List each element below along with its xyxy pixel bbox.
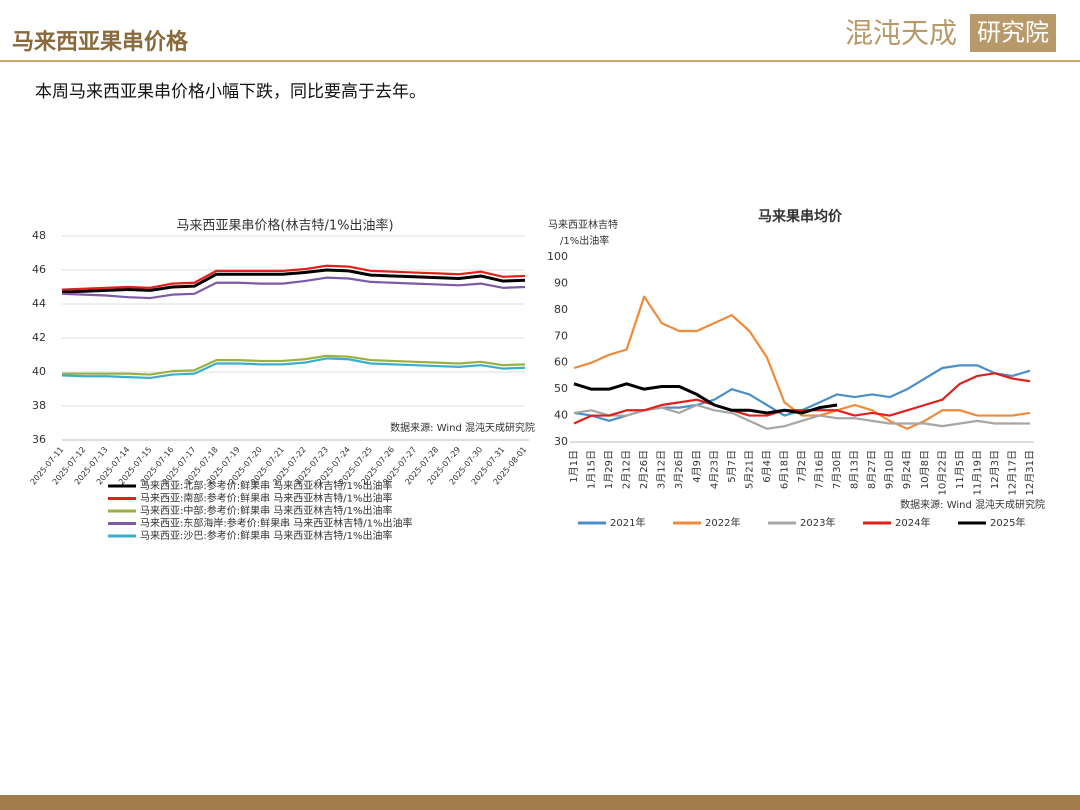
x-tick-label: 9月10日 xyxy=(884,450,896,489)
x-tick-label: 5月7日 xyxy=(726,450,738,483)
x-tick-label: 12月17日 xyxy=(1006,450,1018,495)
y-tick-label: 42 xyxy=(32,331,46,344)
series-line xyxy=(61,268,526,294)
legend-label: 马来西亚:北部:参考价:鲜果串 马来西亚林吉特/1%出油率 xyxy=(140,479,393,492)
x-tick-label: 4月23日 xyxy=(708,450,720,489)
y-tick-label: 44 xyxy=(32,297,46,310)
legend-label: 2023年 xyxy=(800,516,835,529)
x-tick-label: 3月26日 xyxy=(673,450,685,489)
x-tick-label: 10月22日 xyxy=(936,450,948,495)
x-tick-label: 8月27日 xyxy=(866,450,878,489)
x-tick-label: 2月26日 xyxy=(638,450,650,489)
x-tick-label: 8月13日 xyxy=(849,450,861,489)
series-line xyxy=(61,276,526,300)
chart-title: 马来西亚果串价格(林吉特/1%出油率) xyxy=(176,218,393,234)
x-tick-label: 9月24日 xyxy=(901,450,913,489)
chart-title: 马来果串均价 xyxy=(758,208,843,225)
x-tick-label: 12月31日 xyxy=(1024,450,1036,495)
x-tick-label: 11月19日 xyxy=(971,450,983,495)
legend-label: 2022年 xyxy=(705,516,740,529)
logo-text: 混沌天成 xyxy=(845,17,957,50)
y-tick-label: 90 xyxy=(554,276,568,289)
y-tick-label: 100 xyxy=(547,250,568,263)
x-tick-label: 10月8日 xyxy=(919,450,931,489)
x-tick-label: 6月4日 xyxy=(761,450,773,483)
series-line xyxy=(573,403,1030,430)
legend-label: 马来西亚:沙巴:参考价:鲜果串 马来西亚林吉特/1%出油率 xyxy=(140,529,393,542)
x-tick-label: 7月16日 xyxy=(814,450,826,489)
x-tick-label: 1月15日 xyxy=(586,450,598,489)
legend-label: 马来西亚:中部:参考价:鲜果串 马来西亚林吉特/1%出油率 xyxy=(140,504,393,517)
y-axis-label: 马来西亚林吉特 xyxy=(548,218,618,231)
x-tick-label: 11月5日 xyxy=(954,450,966,489)
y-tick-label: 38 xyxy=(32,399,46,412)
legend-label: 马来西亚:东部海岸:参考价:鲜果串 马来西亚林吉特/1%出油率 xyxy=(140,517,413,530)
series-line xyxy=(573,295,1031,430)
y-tick-label: 36 xyxy=(32,433,46,446)
y-tick-label: 40 xyxy=(554,409,568,422)
slide-title: 马来西亚果串价格 xyxy=(12,29,189,55)
series-line xyxy=(61,264,526,291)
summary: 本周马来西亚果串价格小幅下跌，同比要高于去年。 xyxy=(35,82,426,102)
y-tick-label: 70 xyxy=(554,329,568,342)
series-line xyxy=(573,382,838,415)
y-tick-label: 80 xyxy=(554,303,568,316)
series-line xyxy=(573,372,1031,425)
y-tick-label: 46 xyxy=(32,263,46,276)
series-line xyxy=(62,354,526,376)
x-tick-label: 7月30日 xyxy=(831,450,843,489)
logo-text: 研究院 xyxy=(977,19,1049,47)
source-note: 数据来源: Wind 混沌天成研究院 xyxy=(390,421,535,434)
logo-box xyxy=(970,14,1056,52)
x-tick-label: 3月12日 xyxy=(656,450,668,489)
x-tick-label: 7月2日 xyxy=(796,450,808,483)
y-tick-label: 60 xyxy=(554,356,568,369)
y-tick-label: 30 xyxy=(554,435,568,448)
x-tick-label: 6月18日 xyxy=(778,450,790,489)
y-axis-label: /1%出油率 xyxy=(560,234,609,247)
x-tick-label: 5月21日 xyxy=(743,450,755,489)
x-tick-label: 4月9日 xyxy=(691,450,703,483)
legend-label: 2021年 xyxy=(610,516,645,529)
y-tick-label: 48 xyxy=(32,229,46,242)
series-line xyxy=(61,357,526,380)
x-tick-label: 12月3日 xyxy=(989,450,1001,489)
y-tick-label: 40 xyxy=(32,365,46,378)
x-tick-label: 1月1日 xyxy=(568,450,580,483)
legend-label: 马来西亚:南部:参考价:鲜果串 马来西亚林吉特/1%出油率 xyxy=(140,492,393,505)
legend-label: 2024年 xyxy=(895,516,930,529)
footer-bar xyxy=(0,795,1080,810)
x-tick-label: 2月12日 xyxy=(621,450,633,489)
y-tick-label: 50 xyxy=(554,382,568,395)
legend-label: 2025年 xyxy=(990,516,1025,529)
x-tick-label: 1月29日 xyxy=(603,450,615,489)
header-rule xyxy=(0,60,1080,62)
source-note: 数据来源: Wind 混沌天成研究院 xyxy=(900,498,1045,511)
